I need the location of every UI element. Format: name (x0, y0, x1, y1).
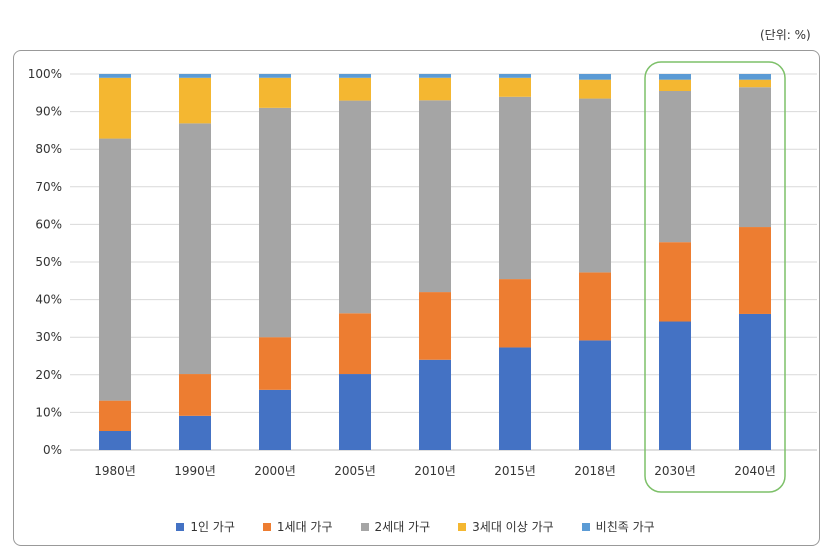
bar-segment (659, 79, 691, 92)
x-tick-label: 1980년 (94, 464, 136, 478)
bar-segment (739, 313, 771, 450)
y-tick-label: 80% (35, 142, 62, 156)
bar-segment (339, 100, 371, 314)
y-tick-label: 20% (35, 368, 62, 382)
legend-label: 비친족 가구 (595, 520, 655, 534)
legend-label: 1세대 가구 (276, 520, 333, 534)
bar-segment (419, 359, 451, 450)
y-tick-label: 50% (35, 255, 62, 269)
legend-item: 2세대 가구 (360, 518, 431, 535)
legend-swatch (176, 522, 185, 531)
bar-segment (659, 242, 691, 322)
legend-label: 3세대 이상 가구 (472, 520, 554, 534)
y-tick-label: 40% (35, 293, 62, 307)
bar-segment (499, 77, 531, 97)
bar-segment (99, 400, 131, 432)
bar-segment (419, 292, 451, 360)
x-tick-label: 2000년 (254, 464, 296, 478)
bar-segment (499, 96, 531, 280)
bar-segment (179, 123, 211, 375)
x-tick-label: 2015년 (494, 464, 536, 478)
bar-segment (579, 272, 611, 341)
y-tick-label: 10% (35, 405, 62, 419)
bar-segment (179, 415, 211, 450)
legend-item: 3세대 이상 가구 (458, 518, 554, 535)
bar-segment (339, 74, 371, 78)
bar-segment (259, 107, 291, 338)
bar-segment (99, 138, 131, 401)
bar-segment (259, 74, 291, 78)
bar-segment (579, 79, 611, 99)
legend-item: 비친족 가구 (581, 518, 655, 535)
highlight-box (644, 61, 786, 493)
legend-swatch (262, 522, 271, 531)
bar-segment (579, 74, 611, 80)
bar-segment (659, 74, 691, 80)
legend-label: 2세대 가구 (374, 520, 431, 534)
legend-swatch (458, 522, 467, 531)
bar-segment (179, 374, 211, 416)
bar-segment (99, 431, 131, 450)
bar-segment (499, 347, 531, 450)
legend-swatch (360, 522, 369, 531)
chart-legend: 1인 가구 1세대 가구 2세대 가구 3세대 이상 가구 비친족 가구 (0, 518, 831, 535)
bar-segment (499, 74, 531, 78)
bar-segment (419, 77, 451, 101)
legend-item: 1인 가구 (176, 518, 235, 535)
x-tick-label: 2010년 (414, 464, 456, 478)
y-tick-label: 90% (35, 105, 62, 119)
bar-segment (419, 74, 451, 78)
x-tick-label: 2030년 (654, 464, 696, 478)
bar-segment (739, 87, 771, 228)
bar-segment (259, 337, 291, 390)
y-tick-label: 60% (35, 217, 62, 231)
y-tick-label: 30% (35, 330, 62, 344)
bar-segment (419, 100, 451, 293)
bar-segment (739, 227, 771, 314)
x-tick-label: 1990년 (174, 464, 216, 478)
legend-label: 1인 가구 (190, 520, 235, 534)
x-tick-label: 2018년 (574, 464, 616, 478)
bar-segment (179, 77, 211, 124)
bar-segment (659, 91, 691, 243)
bar-segment (99, 74, 131, 78)
unit-label: (단위: %) (760, 28, 811, 42)
bar-segment (579, 98, 611, 273)
bar-segment (99, 77, 131, 139)
bar-segment (259, 389, 291, 450)
bar-segment (579, 340, 611, 450)
bar-segment (659, 321, 691, 450)
legend-item: 1세대 가구 (262, 518, 333, 535)
bar-segment (339, 77, 371, 101)
bar-segment (499, 279, 531, 348)
bar-segment (339, 374, 371, 450)
x-tick-label: 2040년 (734, 464, 776, 478)
bar-segment (179, 74, 211, 78)
legend-swatch (581, 522, 590, 531)
chart-frame (13, 50, 820, 546)
y-tick-label: 0% (43, 443, 62, 457)
bar-segment (259, 77, 291, 108)
y-tick-label: 100% (28, 67, 62, 81)
y-tick-label: 70% (35, 180, 62, 194)
bar-segment (339, 313, 371, 375)
bar-segment (739, 79, 771, 88)
x-tick-label: 2005년 (334, 464, 376, 478)
bar-segment (739, 74, 771, 80)
